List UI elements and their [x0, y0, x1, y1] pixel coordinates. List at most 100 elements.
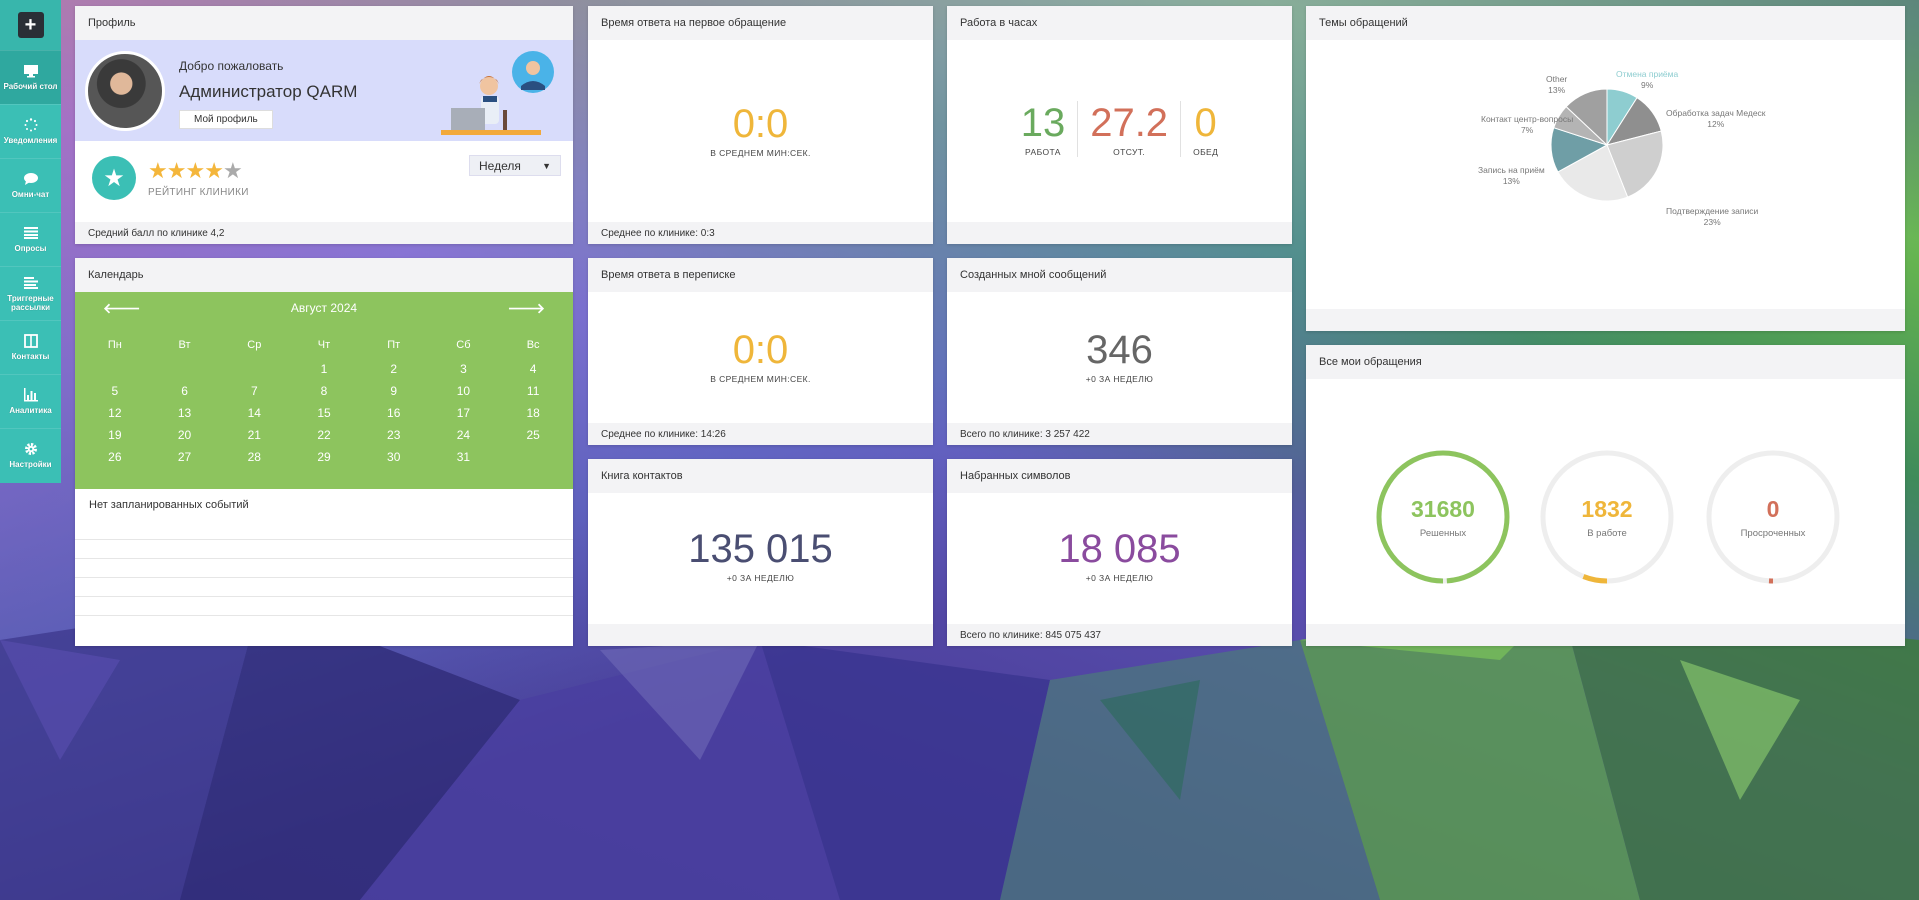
sidebar-item-label: Настройки	[9, 460, 52, 469]
calendar-day[interactable]: 1	[320, 362, 328, 376]
calendar-day[interactable]: 28	[247, 450, 261, 464]
calendar-day[interactable]: 17	[456, 406, 471, 420]
card-footer	[588, 624, 933, 646]
calendar-day[interactable]: 23	[387, 428, 401, 442]
calendar-day[interactable]: 4	[529, 362, 537, 376]
arrow-left-icon[interactable]: 🡐	[103, 299, 141, 316]
sidebar-item-desktop[interactable]: Рабочий стол	[0, 50, 61, 104]
chat-response-caption: В СРЕДНЕМ МИН:СЕК.	[710, 374, 811, 384]
resolved-label: Решенных	[1419, 528, 1467, 539]
calendar-day	[150, 358, 220, 380]
resolved-value: 31680	[1411, 496, 1475, 522]
calendar-day[interactable]: 20	[177, 428, 192, 442]
sidebar-item-contacts[interactable]: Контакты	[0, 320, 61, 374]
sidebar-item-label: Уведомления	[3, 136, 58, 145]
contacts-book-value: 135 015	[688, 527, 833, 571]
period-select[interactable]: Неделя ▼	[469, 155, 561, 176]
hours-work-value: 13	[1020, 101, 1066, 145]
profile-banner: Добро пожаловать Администратор QARM Мой …	[75, 40, 573, 141]
card-footer: Среднее по клинике: 0:3	[588, 222, 933, 244]
calendar-day[interactable]: 24	[456, 428, 471, 442]
calendar-day[interactable]: 25	[526, 428, 540, 442]
topics-pie-chart	[1550, 88, 1664, 202]
divider	[75, 540, 573, 559]
card-title: Созданных мной сообщений	[947, 258, 1292, 292]
card-title: Набранных символов	[947, 459, 1292, 493]
sidebar-item-notifications[interactable]: Уведомления	[0, 104, 61, 158]
calendar-day[interactable]: 27	[177, 450, 192, 464]
sidebar-item-label: Аналитика	[9, 406, 52, 415]
in-progress-label: В работе	[1587, 528, 1627, 539]
pie-slice[interactable]	[1557, 144, 1629, 202]
star-icon: ★	[148, 158, 168, 183]
calendar-day	[219, 358, 289, 380]
created-messages-value: 346	[1086, 328, 1153, 372]
calendar-day[interactable]: 8	[320, 384, 328, 398]
lines-icon	[23, 276, 38, 294]
star-icon: ★	[204, 158, 224, 183]
all-requests-card: Все мои обращения 31680 Решенных 1832 В …	[1306, 345, 1905, 646]
card-title: Все мои обращения	[1306, 345, 1905, 379]
avatar[interactable]	[85, 51, 165, 131]
created-messages-caption: +0 ЗА НЕДЕЛЮ	[1085, 374, 1154, 384]
divider	[75, 521, 573, 540]
card-title: Книга контактов	[588, 459, 933, 493]
card-footer: Средний балл по клинике 4,2	[75, 222, 573, 244]
calendar-day[interactable]: 22	[317, 428, 331, 442]
calendar-day[interactable]: 15	[317, 406, 331, 420]
calendar-day[interactable]: 18	[526, 406, 540, 420]
pie-slice[interactable]	[1606, 130, 1664, 198]
weekday-label: Сб	[456, 339, 471, 351]
sidebar-item-settings[interactable]: Настройки	[0, 428, 61, 482]
my-profile-button[interactable]: Мой профиль	[179, 110, 273, 129]
monitor-icon	[23, 64, 39, 82]
arrow-right-icon[interactable]: 🡒	[507, 299, 545, 316]
pie-label-medesk: Обработка задач Медеск 12%	[1666, 108, 1766, 129]
calendar-day[interactable]: 29	[317, 450, 331, 464]
pie-label-cancel: Отмена приёма 9%	[1616, 69, 1679, 90]
calendar-day[interactable]: 19	[108, 428, 122, 442]
created-messages-card: Созданных мной сообщений 346 +0 ЗА НЕДЕЛ…	[947, 258, 1292, 445]
card-footer: Среднее по клинике: 14:26	[588, 423, 933, 445]
calendar-day[interactable]: 16	[387, 406, 401, 420]
sidebar-item-label: Опросы	[14, 244, 47, 253]
calendar-day[interactable]: 30	[387, 450, 401, 464]
card-footer: Всего по клинике: 3 257 422	[947, 423, 1292, 445]
calendar-day[interactable]: 11	[526, 384, 540, 398]
chat-response-value: 0:0	[732, 328, 789, 372]
calendar-day[interactable]: 31	[456, 450, 471, 464]
sidebar-item-triggers[interactable]: Триггерные рассылки	[0, 266, 61, 320]
pie-label-other: Other 13%	[1546, 74, 1568, 95]
sidebar-item-analytics[interactable]: Аналитика	[0, 374, 61, 428]
calendar-day[interactable]: 6	[181, 384, 188, 398]
calendar-day[interactable]: 7	[250, 384, 258, 398]
calendar-day[interactable]: 21	[247, 428, 261, 442]
sidebar-item-omnichat[interactable]: Омни-чат	[0, 158, 61, 212]
sidebar-item-surveys[interactable]: Опросы	[0, 212, 61, 266]
calendar-day[interactable]: 3	[460, 362, 467, 376]
calendar-day[interactable]: 26	[108, 450, 122, 464]
calendar-day[interactable]: 14	[247, 406, 261, 420]
rating-row: ★ ★★★★★ РЕЙТИНГ КЛИНИКИ Неделя ▼	[75, 141, 573, 215]
weekday-label: Вс	[526, 339, 540, 351]
weekday-label: Вт	[178, 339, 191, 351]
card-title: Работа в часах	[947, 6, 1292, 40]
calendar-day[interactable]: 2	[390, 362, 398, 376]
star-icon: ★	[185, 158, 205, 183]
star-icon: ★	[222, 158, 243, 183]
bar-chart-icon	[23, 388, 39, 406]
pie-slice[interactable]	[1565, 88, 1608, 147]
calendar-day[interactable]: 5	[111, 384, 119, 398]
typed-chars-card: Набранных символов 18 085 +0 ЗА НЕДЕЛЮ В…	[947, 459, 1292, 646]
no-events-text: Нет запланированных событий	[89, 499, 249, 511]
calendar-day[interactable]: 9	[390, 384, 398, 398]
calendar-day[interactable]: 12	[108, 406, 122, 420]
calendar-day[interactable]: 13	[177, 406, 192, 420]
weekday-label: Чт	[317, 339, 331, 351]
overdue-label: Просроченных	[1740, 528, 1806, 539]
operator-illustration-icon	[431, 50, 561, 140]
plus-icon[interactable]: +	[17, 12, 44, 38]
hours-lunch-label: ОБЕД	[1193, 147, 1219, 157]
calendar-day[interactable]: 10	[456, 384, 471, 398]
